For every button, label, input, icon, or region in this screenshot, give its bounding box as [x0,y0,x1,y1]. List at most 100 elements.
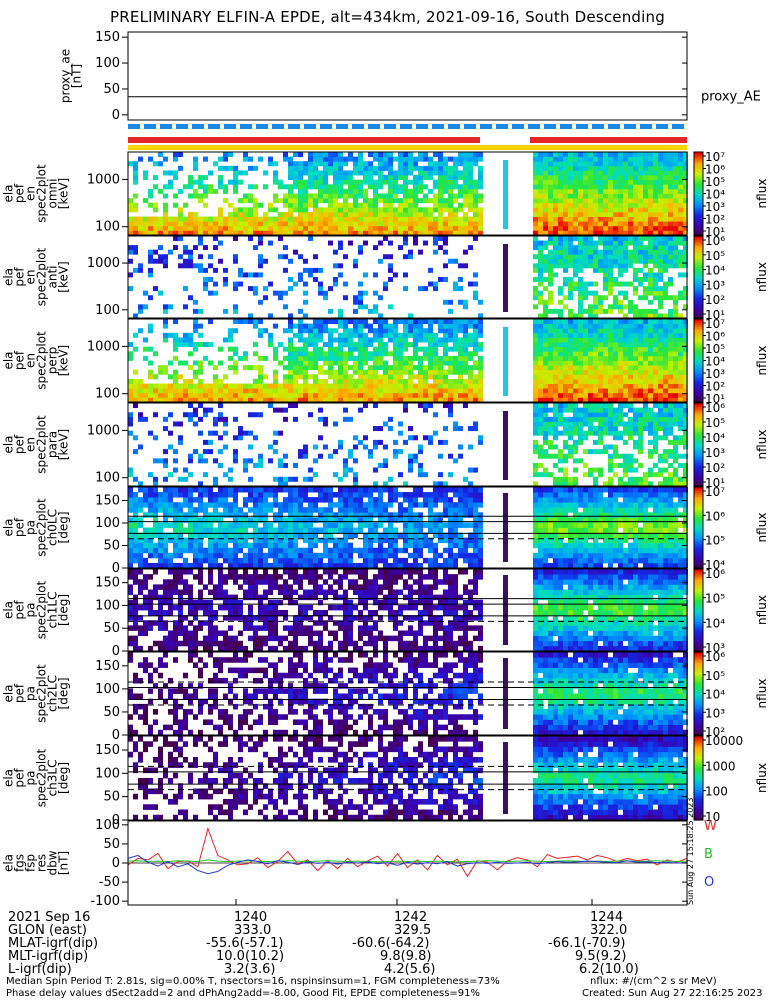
heatmap-cell [618,165,623,171]
heatmap-cell [653,462,658,468]
heatmap-cell [448,403,453,409]
heatmap-cell [548,472,553,478]
heatmap-cell [673,374,678,380]
heatmap-cell [283,527,288,533]
heatmap-cell [643,254,648,260]
heatmap-cell [668,281,673,287]
heatmap-cell [333,355,338,361]
heatmap-cell [683,193,688,199]
heatmap-cell [423,211,428,217]
heatmap-cell [588,430,593,436]
heatmap-cell [348,240,353,246]
heatmap-cell [213,388,218,394]
heatmap-cell [538,369,543,375]
heatmap-cell [473,332,478,338]
heatmap-cell [338,337,343,343]
heatmap-cell [603,388,608,394]
heatmap-cell [268,522,273,528]
heatmap-cell [248,193,253,199]
heatmap-cell [673,207,678,213]
heatmap-cell [388,179,393,185]
heatmap-cell [608,342,613,348]
heatmap-cell [538,392,543,398]
heatmap-cell [323,342,328,348]
heatmap-cell [573,221,578,227]
heatmap-cell [148,188,153,194]
heatmap-cell [588,221,593,227]
colorbar-cell [694,368,703,372]
heatmap-cell [583,286,588,292]
heatmap-cell [613,240,618,246]
heatmap-cell [553,476,558,482]
heatmap-cell [638,342,643,348]
heatmap-cell [533,430,538,436]
heatmap-cell [168,430,173,436]
heatmap-cell [143,562,148,569]
heatmap-cell [408,225,413,231]
heatmap-cell [308,165,313,171]
heatmap-cell [368,152,373,158]
heatmap-cell [153,161,158,167]
heatmap-cell [388,198,393,204]
heatmap-cell [423,392,428,398]
heatmap-cell [283,304,288,310]
heatmap-cell [248,476,253,482]
heatmap-cell [538,240,543,246]
colorbar-cell [694,305,703,309]
heatmap-cell [623,383,628,389]
heatmap-cell [128,221,133,227]
heatmap-cell [588,225,593,231]
heatmap-cell [353,342,358,348]
heatmap-cell [203,492,208,498]
heatmap-cell [358,299,363,305]
heatmap-cell [458,388,463,394]
colorbar-cell [694,208,703,211]
heatmap-cell [448,378,453,384]
heatmap-cell [658,295,663,301]
heatmap-cell [143,337,148,343]
heatmap-cell [568,337,573,343]
heatmap-cell [358,216,363,222]
heatmap-cell [438,198,443,204]
heatmap-cell [343,351,348,357]
heatmap-cell [148,430,153,436]
heatmap-cell [578,193,583,199]
status-dash [224,124,236,129]
heatmap-cell [368,198,373,204]
heatmap-cell [133,507,138,513]
heatmap-cell [663,430,668,436]
heatmap-cell [478,365,483,371]
heatmap-cell [678,290,683,296]
heatmap-cell [193,527,198,533]
heatmap-cell [553,383,558,389]
heatmap-cell [248,319,253,325]
heatmap-cell [593,351,598,357]
heatmap-cell [568,444,573,450]
heatmap-cell [678,313,683,319]
heatmap-cell [448,472,453,478]
heatmap-cell [303,444,308,450]
heatmap-cell [173,502,178,508]
heatmap-cell [558,170,563,176]
heatmap-cell [608,481,613,487]
heatmap-cell [553,416,558,422]
heatmap-cell [643,165,648,171]
heatmap-cell [458,328,463,334]
heatmap-cell [443,439,448,445]
heatmap-cell [373,165,378,171]
heatmap-cell [388,216,393,222]
heatmap-cell [133,497,138,503]
heatmap-cell [603,152,608,158]
heatmap-cell [453,337,458,343]
heatmap-cell [613,392,618,398]
heatmap-cell [648,170,653,176]
heatmap-cell [663,216,668,222]
heatmap-cell [263,286,268,292]
heatmap-cell [398,170,403,176]
heatmap-cell [548,308,553,314]
ytick-label: 150 [95,30,120,45]
heatmap-cell [133,193,138,199]
heatmap-cell [178,562,183,569]
heatmap-cell [403,337,408,343]
heatmap-cell [183,221,188,227]
